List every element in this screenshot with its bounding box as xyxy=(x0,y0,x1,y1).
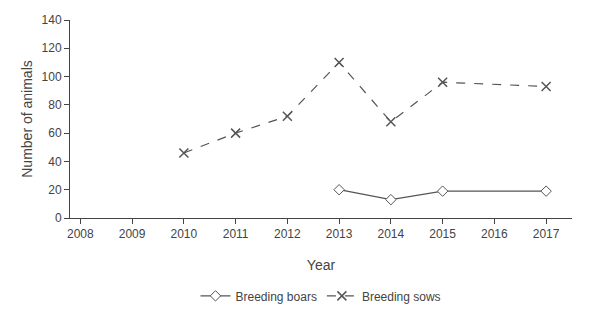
svg-text:2013: 2013 xyxy=(326,227,353,241)
svg-text:0: 0 xyxy=(55,211,62,225)
svg-text:100: 100 xyxy=(42,70,62,84)
svg-text:2008: 2008 xyxy=(67,227,94,241)
svg-text:Breeding sows: Breeding sows xyxy=(362,290,441,304)
svg-text:40: 40 xyxy=(48,155,62,169)
svg-text:140: 140 xyxy=(42,13,62,27)
svg-text:2015: 2015 xyxy=(429,227,456,241)
svg-text:2017: 2017 xyxy=(533,227,560,241)
svg-text:80: 80 xyxy=(48,98,62,112)
svg-text:20: 20 xyxy=(48,183,62,197)
svg-text:2012: 2012 xyxy=(274,227,301,241)
svg-text:Breeding boars: Breeding boars xyxy=(236,290,317,304)
svg-text:120: 120 xyxy=(42,41,62,55)
svg-text:Number of animals: Number of animals xyxy=(19,60,35,178)
svg-text:2014: 2014 xyxy=(378,227,405,241)
svg-text:2009: 2009 xyxy=(119,227,146,241)
svg-text:2016: 2016 xyxy=(481,227,508,241)
svg-text:2010: 2010 xyxy=(171,227,198,241)
svg-text:2011: 2011 xyxy=(223,227,249,241)
svg-text:60: 60 xyxy=(48,126,62,140)
svg-text:Year: Year xyxy=(307,257,336,273)
